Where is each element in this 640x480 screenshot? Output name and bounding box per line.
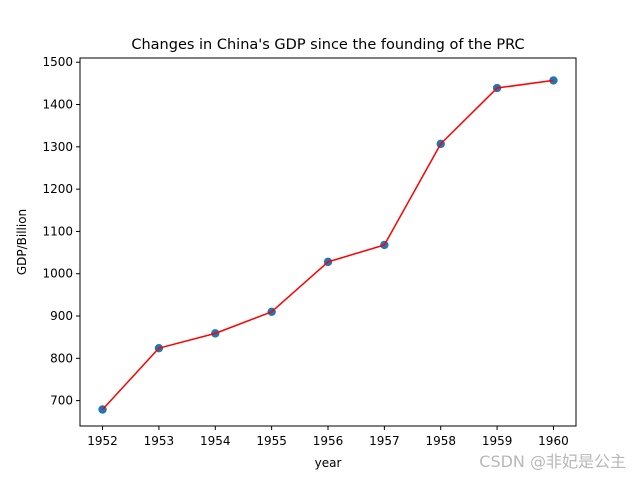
x-tick-label-1: 1953 [144, 434, 175, 448]
y-tick-label-2: 900 [50, 309, 73, 323]
x-tick-label-2: 1954 [200, 434, 231, 448]
x-tick-label-5: 1957 [369, 434, 400, 448]
x-tick-label-3: 1955 [256, 434, 287, 448]
x-tick-label-7: 1959 [482, 434, 513, 448]
y-tick-label-6: 1300 [42, 140, 73, 154]
y-tick-label-4: 1100 [42, 224, 73, 238]
x-tick-label-6: 1958 [425, 434, 456, 448]
y-tick-label-5: 1200 [42, 182, 73, 196]
x-tick-label-4: 1956 [313, 434, 344, 448]
x-tick-label-0: 1952 [87, 434, 118, 448]
series-layer [98, 76, 558, 414]
axes-frame [79, 57, 577, 427]
watermark-text: CSDN @非妃是公主 [479, 452, 626, 471]
x-axis-ticks: 1952 1953 1954 1955 1956 1957 1958 1959 1960 [87, 426, 569, 448]
chart-title: Changes in China's GDP since the foundin… [131, 37, 524, 53]
y-axis-label: GDP/Billion [15, 209, 29, 275]
series-line-0 [101, 79, 554, 411]
x-axis-label: year [315, 456, 342, 470]
y-tick-label-3: 1000 [42, 267, 73, 281]
y-tick-label-0: 700 [50, 394, 73, 408]
y-axis-ticks: 700 800 900 1000 1100 1200 1300 1400 1500 [42, 55, 80, 408]
data-point-1960 [549, 76, 558, 85]
y-tick-label-1: 800 [50, 351, 73, 365]
y-tick-label-8: 1500 [42, 55, 73, 69]
y-tick-label-7: 1400 [42, 98, 73, 112]
x-tick-label-8: 1960 [538, 434, 569, 448]
